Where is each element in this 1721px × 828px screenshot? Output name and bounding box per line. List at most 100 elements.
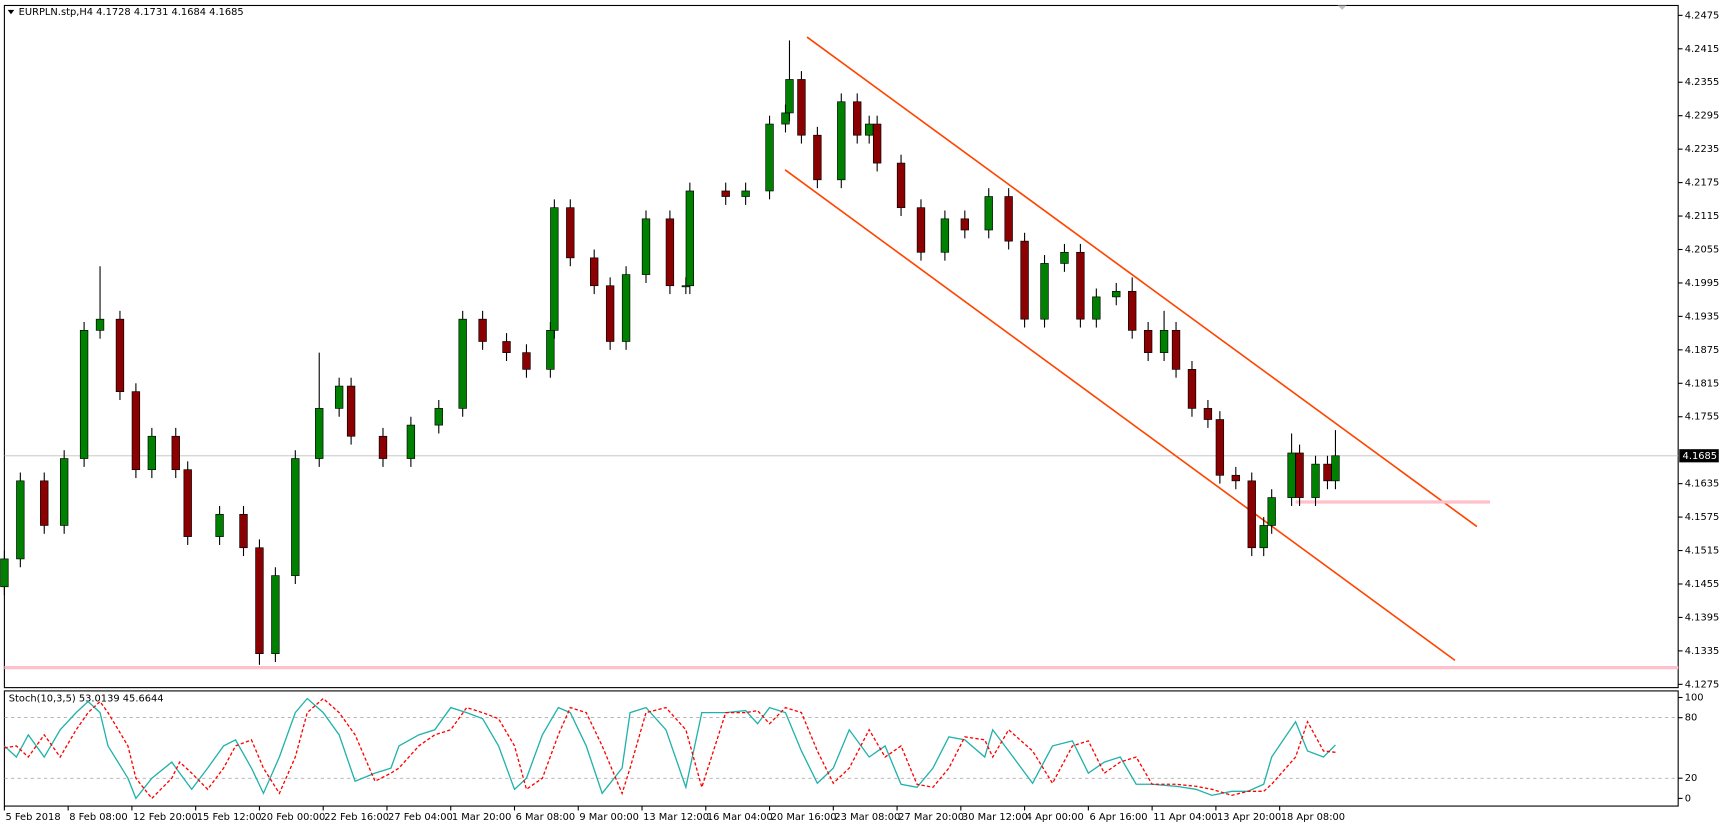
candle-body	[721, 190, 730, 197]
candle-body	[0, 558, 9, 588]
candle-body	[478, 318, 487, 342]
candle-body	[665, 218, 675, 287]
candle-body	[1171, 330, 1181, 370]
y-tick-label: 4.1515	[1685, 546, 1720, 557]
candle-body	[95, 318, 105, 331]
x-tick-label: 13 Mar 12:00	[643, 812, 709, 823]
candle-body	[291, 458, 300, 576]
x-tick-label: 6 Mar 08:00	[516, 812, 576, 823]
stoch-title: Stoch(10,3,5) 53.0139 45.6644	[9, 694, 164, 705]
candle-body	[872, 123, 882, 164]
collapse-arrow[interactable]	[7, 9, 15, 15]
trend-line	[784, 169, 1456, 662]
x-tick-label: 30 Mar 12:00	[962, 812, 1028, 823]
candle-body	[641, 218, 651, 275]
candle-body	[1259, 525, 1268, 549]
candle-body	[131, 391, 141, 471]
candle-body	[621, 274, 631, 342]
trend-line	[806, 36, 1478, 528]
candle-body	[1076, 251, 1085, 320]
x-tick-label: 1 Mar 20:00	[452, 812, 512, 823]
y-tick-label: 4.2415	[1685, 44, 1720, 55]
candle-body	[406, 424, 416, 459]
x-tick-label: 18 Apr 08:00	[1281, 812, 1345, 823]
candle-body	[215, 513, 224, 537]
y-tick-label: 4.1815	[1685, 378, 1720, 389]
candle-body	[1060, 251, 1069, 264]
x-tick-label: 6 Apr 16:00	[1089, 812, 1147, 823]
candle-body	[550, 207, 559, 331]
candle-body	[522, 352, 531, 370]
candle-body	[1215, 419, 1225, 476]
candle-body	[813, 134, 822, 181]
x-tick-label: 20 Feb 00:00	[261, 812, 326, 823]
candle-body	[566, 207, 575, 259]
candle-body	[741, 190, 750, 197]
y-tick-label: 4.1935	[1685, 311, 1720, 322]
x-tick-label: 16 Mar 04:00	[707, 812, 773, 823]
x-tick-label: 8 Feb 08:00	[69, 812, 127, 823]
candle-body	[1020, 240, 1029, 320]
candle-body	[940, 218, 950, 253]
candle-body	[1311, 463, 1320, 498]
candle-body	[1231, 474, 1240, 482]
y-tick-label: 4.2475	[1685, 10, 1720, 21]
y-tick-label: 4.1875	[1685, 345, 1720, 356]
candle-body	[1004, 196, 1013, 242]
stoch-line	[4, 697, 1336, 800]
x-tick-label: 11 Apr 04:00	[1153, 812, 1217, 823]
y-tick-label: 4.1635	[1685, 479, 1720, 490]
candle-body	[378, 435, 388, 459]
candle-body	[79, 330, 89, 459]
candle-body	[16, 480, 25, 560]
candle-body	[1040, 263, 1049, 320]
y-tick-label: 4.1455	[1685, 579, 1720, 590]
candle-body	[590, 257, 599, 287]
current-price-label: 4.1685	[1683, 451, 1718, 462]
y-tick-label: 4.1755	[1685, 412, 1720, 423]
candle-body	[916, 207, 926, 253]
stoch-line	[3, 697, 1336, 800]
x-tick-label: 23 Mar 08:00	[834, 812, 900, 823]
y-tick-label: 20	[1685, 773, 1698, 784]
y-tick-label: 4.1275	[1685, 679, 1720, 690]
y-tick-label: 4.1335	[1685, 646, 1720, 657]
candle-body	[546, 330, 555, 370]
candle-body	[1112, 290, 1121, 298]
candle-body	[255, 547, 264, 655]
candle-body	[315, 408, 324, 459]
candle-body	[502, 341, 511, 353]
candle-body	[147, 435, 157, 471]
candle-body	[40, 480, 49, 526]
candle-body	[765, 123, 774, 192]
candle-body	[984, 196, 993, 231]
candle-body	[434, 408, 443, 426]
y-tick-label: 4.2355	[1685, 77, 1720, 88]
candle-body	[785, 79, 794, 114]
candle-body	[1203, 408, 1213, 420]
candle-body	[685, 190, 695, 287]
y-tick-label: 80	[1685, 713, 1698, 724]
candle-body	[1128, 290, 1137, 331]
x-tick-label: 5 Feb 2018	[5, 812, 60, 823]
shift-marker	[1337, 5, 1347, 10]
y-tick-label: 4.2175	[1685, 178, 1720, 189]
x-tick-label: 4 Apr 00:00	[1026, 812, 1084, 823]
candle-body	[1143, 330, 1153, 353]
candle-body	[346, 385, 356, 437]
candle-body	[781, 112, 790, 125]
main-panel	[3, 4, 1679, 689]
candle-body	[1159, 330, 1169, 353]
candle-body	[1267, 497, 1276, 526]
candle-body	[334, 385, 344, 409]
y-tick-label: 4.2055	[1685, 245, 1720, 256]
candle-body	[59, 458, 69, 526]
candle-body	[1295, 452, 1304, 498]
stoch-panel	[3, 690, 1679, 807]
y-tick-label: 4.1395	[1685, 612, 1720, 623]
x-tick-label: 20 Mar 16:00	[771, 812, 837, 823]
candle-body	[853, 101, 862, 136]
y-tick-label: 4.1575	[1685, 512, 1720, 523]
x-tick-label: 9 Mar 00:00	[579, 812, 639, 823]
